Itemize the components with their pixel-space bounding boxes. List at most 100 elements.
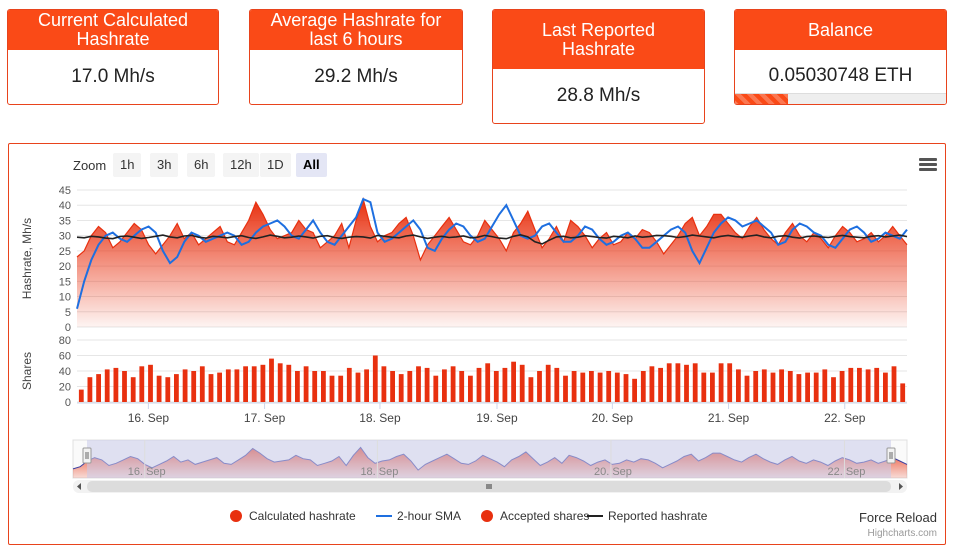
balance-progress-bar [735,93,946,104]
shares-y-tick-label: 40 [59,366,71,378]
legend-item[interactable]: Accepted shares [481,509,589,523]
legend-circle-icon [481,510,493,522]
shares-bar [372,355,378,402]
zoom-button-6h[interactable]: 6h [187,153,216,177]
hashrate-y-tick-label: 5 [65,307,71,319]
shares-bar [269,358,274,402]
shares-bar [476,367,482,402]
shares-bar [424,367,430,402]
shares-bar [883,372,888,402]
shares-bar [857,367,862,402]
shares-bar [390,371,395,402]
zoom-button-all[interactable]: All [296,153,327,177]
card-value: 29.2 Mh/s [314,66,398,87]
card-title: Average Hashrate for last 6 hours [250,10,462,50]
hashrate-y-tick-label: 45 [59,185,71,197]
shares-bar [493,371,499,402]
shares-bar [718,363,724,403]
shares-bar [87,377,93,402]
chart-canvas: 0 5 10 15 20 25 30 35 40 45 Hashrate, Mh/s 0 20 40 60… [20,185,908,523]
x-axis-tick-label: 19. Sep [476,411,518,425]
shares-bar [182,369,188,402]
calculated-hashrate-area [77,199,907,327]
zoom-label: Zoom [73,158,107,173]
scrollbar-left-arrow-icon[interactable] [77,483,81,490]
shares-bar [122,371,127,402]
shares-y-tick-label: 20 [59,382,71,394]
shares-bar [701,372,707,402]
force-reload-button[interactable]: Force Reload [858,510,937,525]
navigator-tick-label: 16. Sep [128,466,166,478]
legend-label: Accepted shares [500,509,589,523]
shares-bar [831,377,836,402]
card-title: Balance [735,10,946,50]
shares-bar [710,372,715,402]
shares-bar [295,371,300,402]
shares-bar [104,369,110,402]
shares-bar [727,363,733,403]
shares-bar [321,371,326,402]
card-value: 0.05030748 ETH [768,65,913,86]
shares-bar [874,367,880,402]
card-reported-hashrate: Last Reported Hashrate 28.8 Mh/s [492,9,705,124]
navigator-right-handle[interactable] [886,447,896,464]
hashrate-y-tick-label: 15 [59,276,71,288]
hashrate-y-axis-title: Hashrate, Mh/s [20,218,34,299]
card-current-hashrate: Current Calculated Hashrate 17.0 Mh/s [7,9,219,105]
shares-bar [208,374,214,402]
hashrate-y-tick-label: 35 [59,215,71,227]
legend-item[interactable]: 2-hour SMA [376,509,461,523]
calculated-hashrate-line [76,196,908,262]
card-balance: Balance 0.05030748 ETH [734,9,947,105]
shares-bar [381,366,387,402]
legend-item[interactable]: Calculated hashrate [230,509,356,523]
shares-bar [692,363,698,403]
highcharts-credits-link[interactable]: Highcharts.com [867,528,937,539]
scrollbar-right-arrow-icon[interactable] [899,483,903,490]
reported-hashrate-line [76,233,908,245]
shares-bar [563,375,568,402]
legend-label: 2-hour SMA [397,509,461,523]
zoom-button-1d[interactable]: 1D [260,153,291,177]
shares-bar [485,363,491,403]
hashrate-chart-panel: Zoom 1h 3h 6h 12h 1D All 0 5 10 15 20 25 30 35 4… [8,143,946,545]
hashrate-y-tick-label: 40 [59,200,71,212]
shares-bar [191,371,197,402]
shares-bar [433,375,439,402]
shares-bar [286,364,292,402]
shares-bar [649,366,655,402]
card-title: Last Reported Hashrate [493,10,704,69]
shares-bar [130,377,136,402]
shares-bar [640,371,646,402]
card-title: Current Calculated Hashrate [8,10,218,50]
shares-bar [736,369,741,402]
zoom-button-12h[interactable]: 12h [223,153,259,177]
sma-line [76,197,908,309]
shares-bar [554,367,560,402]
shares-bar [329,375,335,402]
hashrate-y-tick-label: 30 [59,231,71,243]
card-average-hashrate: Average Hashrate for last 6 hours 29.2 M… [249,9,463,105]
shares-bar [303,366,309,402]
shares-bar [813,372,819,402]
shares-bar [839,371,845,402]
navigator-left-handle[interactable] [82,447,92,464]
zoom-button-1h[interactable]: 1h [113,153,142,177]
hashrate-y-tick-label: 10 [59,292,71,304]
shares-bar [787,371,793,402]
legend-item[interactable]: Reported hashrate [587,509,708,523]
shares-bar [225,369,231,402]
shares-bar [865,369,871,402]
shares-bar [260,364,266,402]
shares-bar [589,371,594,402]
balance-progress-fill [735,94,788,104]
shares-y-axis-title: Shares [20,352,34,390]
shares-bar [312,371,318,402]
x-axis-tick-label: 20. Sep [592,411,634,425]
zoom-button-3h[interactable]: 3h [150,153,179,177]
shares-bar [537,371,542,402]
shares-bar [364,369,369,402]
chart-menu-icon[interactable] [919,158,937,172]
shares-bar [251,366,257,402]
shares-bar [338,375,344,402]
